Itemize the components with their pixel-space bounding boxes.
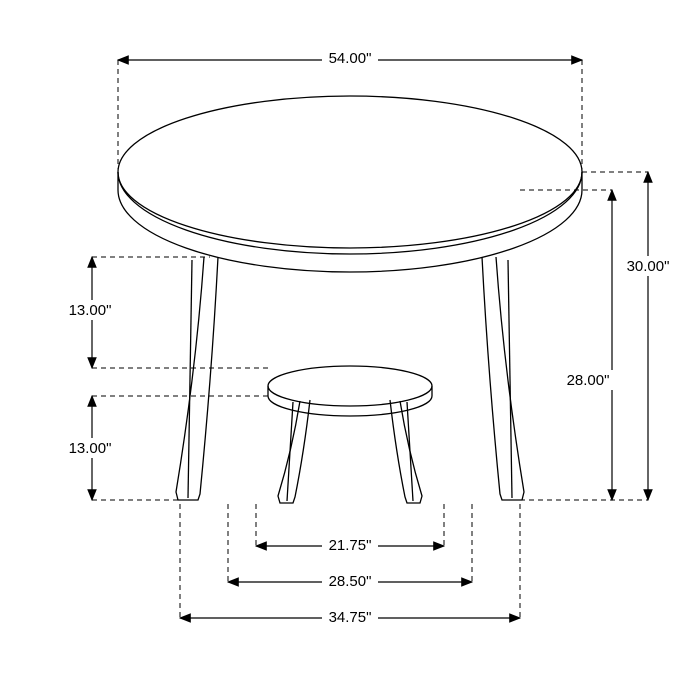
table-outline	[118, 96, 582, 503]
dimension-diagram: 54.00" 13.00" 13.00" 30.00" 28.00" 21.75…	[0, 0, 700, 700]
label-left-upper: 13.00"	[69, 302, 112, 319]
dimension-labels: 54.00" 13.00" 13.00" 30.00" 28.00" 21.75…	[62, 48, 676, 627]
label-left-lower: 13.00"	[69, 440, 112, 457]
label-right-outer: 30.00"	[627, 258, 670, 275]
label-right-inner: 28.00"	[567, 372, 610, 389]
label-bottom-inner: 21.75"	[329, 537, 372, 554]
label-top-width: 54.00"	[329, 50, 372, 67]
label-bottom-outer: 34.75"	[329, 609, 372, 626]
label-bottom-middle: 28.50"	[329, 573, 372, 590]
